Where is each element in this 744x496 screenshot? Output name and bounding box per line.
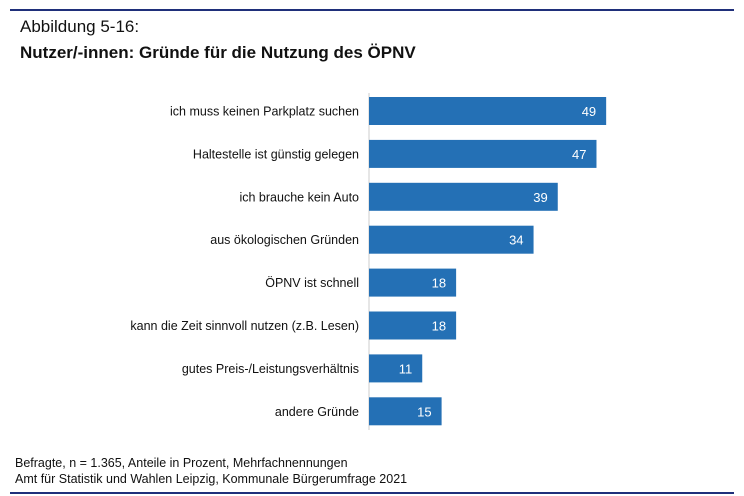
bar xyxy=(369,354,423,383)
data-label: 49 xyxy=(582,104,596,119)
bar xyxy=(369,97,607,125)
category-label: aus ökologischen Gründen xyxy=(210,233,359,247)
category-label: andere Gründe xyxy=(275,405,359,419)
footnote-source: Amt für Statistik und Wahlen Leipzig, Ko… xyxy=(15,472,408,486)
category-label: ich muss keinen Parkplatz suchen xyxy=(170,105,359,119)
bar xyxy=(369,139,597,168)
category-label: ÖPNV ist schnell xyxy=(265,276,359,290)
data-label: 11 xyxy=(399,361,413,376)
category-label: ich brauche kein Auto xyxy=(239,190,359,204)
data-label: 18 xyxy=(432,276,446,291)
data-label: 18 xyxy=(432,319,446,334)
category-label: kann die Zeit sinnvoll nutzen (z.B. Lese… xyxy=(130,319,359,333)
data-label: 15 xyxy=(417,404,431,419)
bar xyxy=(369,182,558,211)
data-label: 39 xyxy=(533,190,547,205)
bottom-rule xyxy=(10,492,734,494)
bar xyxy=(369,225,534,254)
figure-label: Abbildung 5-16: xyxy=(20,17,140,36)
chart-title: Nutzer/-innen: Gründe für die Nutzung de… xyxy=(20,43,416,62)
top-rule xyxy=(10,9,734,11)
data-label: 34 xyxy=(509,233,523,248)
data-label: 47 xyxy=(572,147,586,162)
category-label: Haltestelle ist günstig gelegen xyxy=(193,147,359,161)
bar xyxy=(369,268,457,297)
category-label: gutes Preis-/Leistungsverhältnis xyxy=(182,362,359,376)
footnote-sample: Befragte, n = 1.365, Anteile in Prozent,… xyxy=(15,456,348,470)
bar xyxy=(369,397,442,426)
bar xyxy=(369,311,457,340)
